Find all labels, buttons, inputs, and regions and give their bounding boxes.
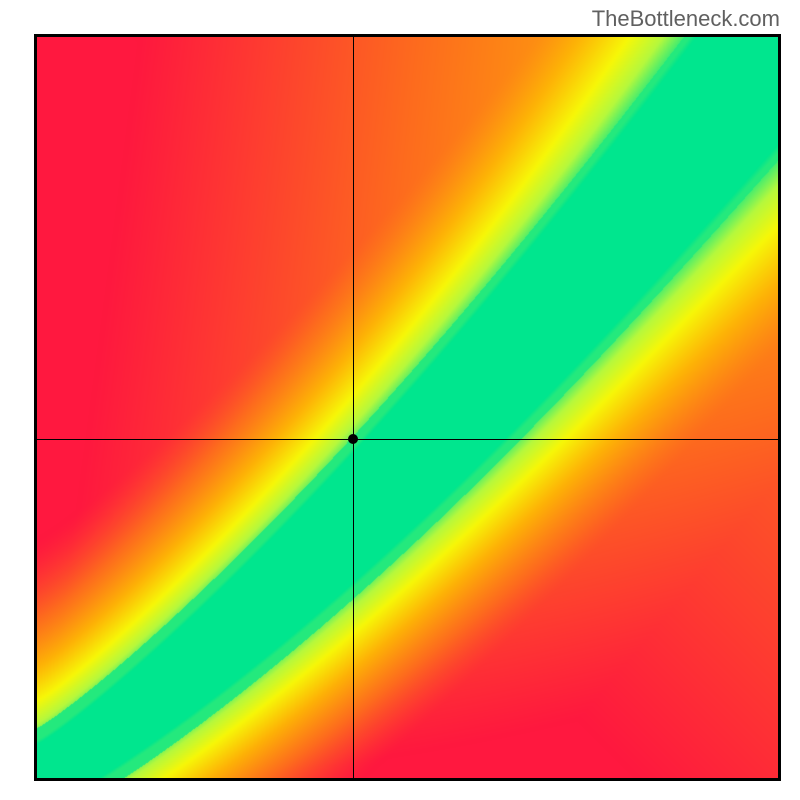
crosshair-horizontal <box>37 439 778 440</box>
watermark-text: TheBottleneck.com <box>592 6 780 32</box>
plot-frame <box>34 34 781 781</box>
crosshair-vertical <box>353 37 354 778</box>
